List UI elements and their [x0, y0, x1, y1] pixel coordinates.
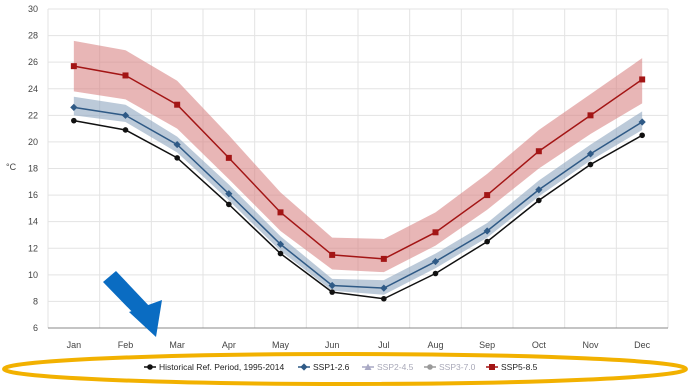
band-ssp5-8-5: [73, 40, 643, 273]
y-axis-label: °C: [6, 162, 17, 172]
data-point-ssp1-2-6: [121, 111, 130, 119]
y-tick-label: 8: [33, 296, 38, 306]
data-point-ssp5-8-5: [484, 192, 491, 199]
uncertainty-bands: [73, 40, 643, 295]
series-line-ssp1-2-6: [73, 106, 643, 289]
x-tick-label: May: [272, 340, 290, 350]
legend-label-ssp5-8-5: SSP5-8.5: [501, 362, 538, 372]
data-point-ssp5-8-5: [432, 229, 439, 236]
x-tick-label: Apr: [222, 340, 236, 350]
legend-marker-ssp5-8-5: [489, 364, 495, 370]
legend-marker-ssp3-7-0: [427, 364, 433, 370]
legend-marker-ssp1-2-6: [300, 363, 308, 371]
legend-label-ssp1-2-6: SSP1-2.6: [313, 362, 350, 372]
y-tick-label: 24: [28, 84, 38, 94]
y-tick-label: 16: [28, 190, 38, 200]
data-point-historical-ref-period-1995-2014: [277, 250, 284, 257]
x-tick-label: Nov: [582, 340, 599, 350]
data-point-ssp1-2-6: [638, 118, 646, 126]
data-point-ssp1-2-6: [328, 281, 336, 290]
data-point-ssp1-2-6: [70, 103, 78, 111]
legend-label-historical-ref-period-1995-2014: Historical Ref. Period, 1995-2014: [159, 362, 284, 372]
data-point-ssp5-8-5: [535, 148, 542, 155]
series-line-historical-ref-period-1995-2014: [73, 119, 643, 300]
x-tick-label: Aug: [427, 340, 443, 350]
data-point-historical-ref-period-1995-2014: [122, 127, 129, 133]
data-point-ssp1-2-6: [431, 257, 440, 266]
data-point-ssp1-2-6: [586, 150, 595, 158]
y-tick-label: 20: [28, 137, 38, 147]
series-line-ssp5-8-5: [73, 65, 643, 260]
data-point-ssp1-2-6: [483, 227, 491, 235]
data-point-ssp1-2-6: [535, 186, 543, 194]
data-point-historical-ref-period-1995-2014: [432, 270, 439, 277]
x-tick-label: Mar: [169, 340, 185, 350]
legend-label-ssp2-4-5: SSP2-4.5: [377, 362, 414, 372]
data-point-historical-ref-period-1995-2014: [484, 238, 490, 245]
x-tick-label: Dec: [634, 340, 651, 350]
data-point-historical-ref-period-1995-2014: [329, 289, 335, 295]
y-tick-label: 28: [28, 31, 38, 41]
y-tick-label: 14: [28, 217, 38, 227]
data-point-ssp5-8-5: [225, 154, 232, 161]
y-tick-label: 10: [28, 270, 38, 280]
legend-marker-ssp2-4-5: [364, 363, 372, 370]
data-point-ssp1-2-6: [173, 140, 181, 149]
legend: Historical Ref. Period, 1995-2014 SSP1-2.…: [144, 362, 538, 372]
data-point-ssp5-8-5: [587, 112, 594, 119]
x-tick-label: Jul: [378, 340, 390, 350]
data-point-ssp1-2-6: [276, 240, 285, 248]
data-point-historical-ref-period-1995-2014: [381, 295, 387, 302]
data-point-historical-ref-period-1995-2014: [226, 201, 232, 208]
data-point-historical-ref-period-1995-2014: [536, 197, 542, 204]
data-point-ssp5-8-5: [174, 101, 181, 108]
highlight-ellipse: [2, 352, 688, 386]
y-tick-label: 30: [28, 4, 38, 14]
legend-marker-historical-ref-period-1995-2014: [147, 364, 153, 370]
band-ssp1-2-6: [73, 96, 643, 295]
x-tick-label: Jun: [325, 340, 340, 350]
x-tick-label: Jan: [67, 340, 82, 350]
series-lines: [73, 65, 643, 300]
data-point-historical-ref-period-1995-2014: [587, 161, 594, 168]
data-point-ssp1-2-6: [380, 284, 388, 292]
data-point-ssp1-2-6: [225, 190, 233, 198]
data-point-ssp5-8-5: [329, 251, 336, 258]
data-point-historical-ref-period-1995-2014: [174, 155, 180, 161]
y-tick-label: 26: [28, 57, 38, 67]
x-tick-label: Sep: [479, 340, 495, 350]
y-tick-label: 12: [28, 243, 38, 253]
data-point-ssp5-8-5: [122, 72, 129, 79]
data-point-historical-ref-period-1995-2014: [71, 117, 77, 124]
data-point-ssp5-8-5: [70, 63, 77, 70]
y-tick-label: 18: [28, 164, 38, 174]
legend-label-ssp3-7-0: SSP3-7.0: [439, 362, 476, 372]
series-markers: [70, 63, 646, 302]
y-tick-label: 22: [28, 110, 38, 120]
data-point-historical-ref-period-1995-2014: [639, 132, 645, 139]
arrow-shaft: [103, 271, 151, 319]
data-point-ssp5-8-5: [277, 209, 284, 216]
x-tick-label: Feb: [118, 340, 134, 350]
y-tick-label: 6: [33, 323, 38, 333]
arrow-head: [129, 300, 162, 337]
annotations: [2, 271, 688, 386]
data-point-ssp5-8-5: [380, 255, 387, 262]
data-point-ssp5-8-5: [639, 76, 646, 83]
x-tick-label: Oct: [532, 340, 547, 350]
